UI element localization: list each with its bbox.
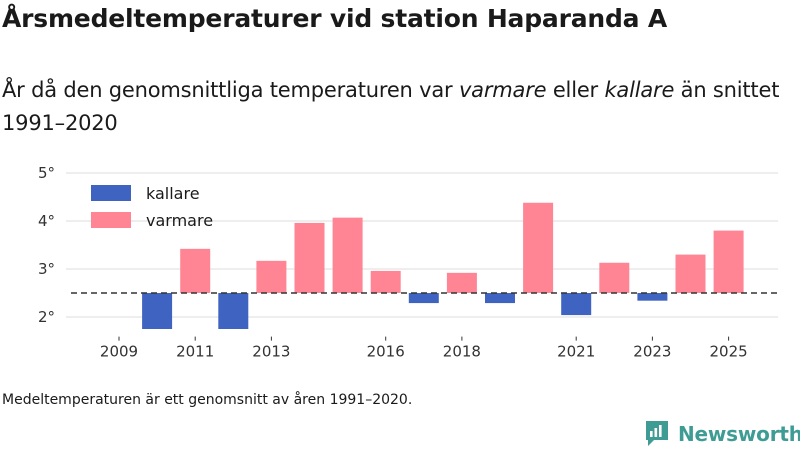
subtitle-text-3: än snittet 1991–2020 [2, 78, 780, 135]
newsworthy-logo-icon [646, 421, 668, 446]
subtitle-colder: kallare [604, 78, 675, 102]
temperature-bar-chart: 2° 3° 4° 5° 2009 2011 2013 2016 2018 2021 2023 2025… [38, 164, 778, 360]
bar-2024 [675, 254, 706, 293]
x-tick-label: 2011 [176, 343, 214, 360]
bar-2011 [180, 248, 211, 293]
bar-2013 [256, 260, 287, 293]
bar-2017 [408, 293, 439, 304]
x-tick-label: 2013 [252, 343, 290, 360]
bar-2025 [713, 230, 744, 293]
bar-2012 [218, 293, 249, 329]
subtitle-warmer: varmare [458, 78, 547, 102]
x-tick-label: 2023 [633, 343, 671, 360]
brand: Newsworthy [644, 420, 800, 448]
y-tick-label: 3° [38, 260, 55, 278]
legend-label-kallare: kallare [146, 184, 200, 203]
footnote: Medeltemperaturen är ett genomsnitt av å… [2, 392, 413, 408]
bar-2019 [485, 293, 515, 304]
brand-name: Newsworthy [678, 422, 800, 446]
x-tick-label: 2009 [100, 343, 138, 360]
bar-2010 [142, 293, 173, 329]
x-tick-label: 2021 [557, 343, 595, 360]
subtitle-text-1: År då den genomsnittliga temperaturen va… [2, 78, 459, 102]
x-tick-label: 2016 [367, 343, 405, 360]
legend-swatch-kallare [91, 185, 131, 201]
bar-2016 [370, 270, 401, 293]
chart-subtitle: År då den genomsnittliga temperaturen va… [2, 74, 782, 140]
bar-2014 [294, 222, 325, 293]
chart-title: Årsmedeltemperaturer vid station Haparan… [2, 4, 667, 33]
legend-swatch-varmare [91, 212, 131, 228]
legend-label-varmare: varmare [146, 211, 213, 230]
subtitle-text-2: eller [546, 78, 605, 102]
bar-2015 [332, 217, 363, 293]
bar-2018 [446, 272, 477, 293]
y-tick-label: 5° [38, 164, 55, 182]
y-tick-label: 2° [38, 308, 55, 326]
x-tick-label: 2018 [443, 343, 481, 360]
bar-2022 [599, 262, 630, 293]
y-tick-label: 4° [38, 212, 55, 230]
bar-2020 [523, 202, 554, 293]
bar-2023 [637, 293, 668, 301]
x-tick-label: 2025 [710, 343, 748, 360]
bar-2021 [561, 293, 592, 316]
